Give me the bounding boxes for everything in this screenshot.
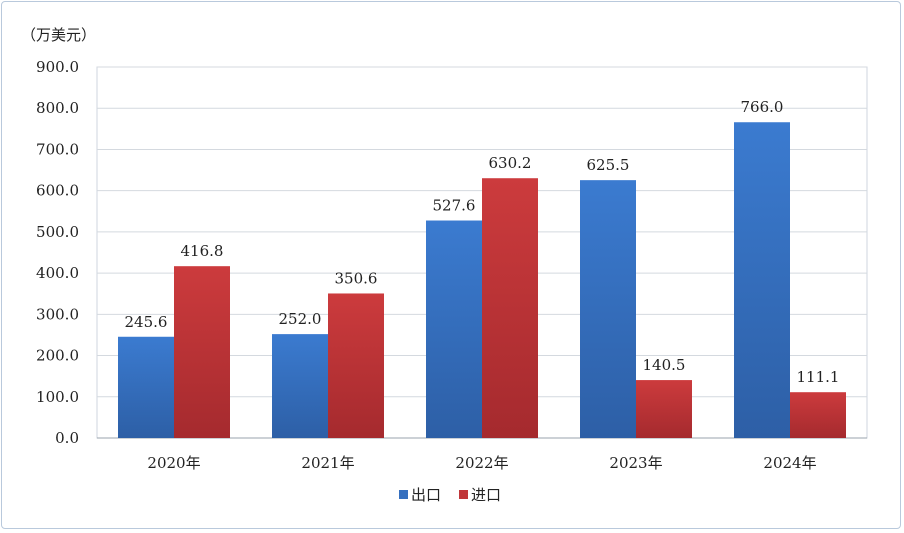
data-label: 245.6 [125,313,168,331]
bar-export [118,336,174,438]
y-unit-label: （万美元） [21,26,96,44]
legend: 出口 进口 [399,486,501,504]
y-tick-label: 100.0 [36,388,79,406]
data-label: 111.1 [797,368,840,386]
bar-export [272,334,328,438]
data-label: 350.6 [335,269,378,287]
bar-import [482,178,538,438]
x-axis-ticks: 2020年 2021年 2022年 2023年 2024年 [147,454,816,472]
x-tick-label: 2020年 [147,454,200,472]
y-tick-label: 500.0 [36,223,79,241]
x-tick-label: 2023年 [609,454,662,472]
bar-import [328,293,384,438]
x-tick-label: 2021年 [301,454,354,472]
bar-export [580,180,636,438]
x-tick-label: 2022年 [455,454,508,472]
data-labels: 245.6 416.8 252.0 350.6 527.6 630.2 625.5 140.5… [125,98,840,386]
data-label: 630.2 [489,154,532,172]
y-tick-label: 900.0 [36,58,79,76]
y-tick-label: 200.0 [36,347,79,365]
data-label: 527.6 [433,197,476,215]
y-axis-ticks: 0.0 100.0 200.0 300.0 400.0 500.0 600.0 700.0 80… [36,58,79,447]
data-label: 252.0 [279,310,322,328]
y-tick-label: 700.0 [36,140,79,158]
bar-export [734,122,790,438]
data-label: 416.8 [181,242,224,260]
y-tick-label: 0.0 [55,429,79,447]
y-tick-label: 600.0 [36,182,79,200]
legend-label: 进口 [471,486,501,504]
legend-swatch [459,490,468,499]
legend-label: 出口 [411,486,441,504]
x-tick-label: 2024年 [763,454,816,472]
y-tick-label: 400.0 [36,264,79,282]
data-label: 766.0 [741,98,784,116]
bar-import [174,266,230,438]
legend-swatch [399,490,408,499]
bar-import [636,380,692,438]
bar-import [790,392,846,438]
bar-export [426,220,482,438]
y-tick-label: 800.0 [36,99,79,117]
y-tick-label: 300.0 [36,305,79,323]
bars [118,122,846,438]
data-label: 140.5 [643,356,686,374]
data-label: 625.5 [587,156,630,174]
